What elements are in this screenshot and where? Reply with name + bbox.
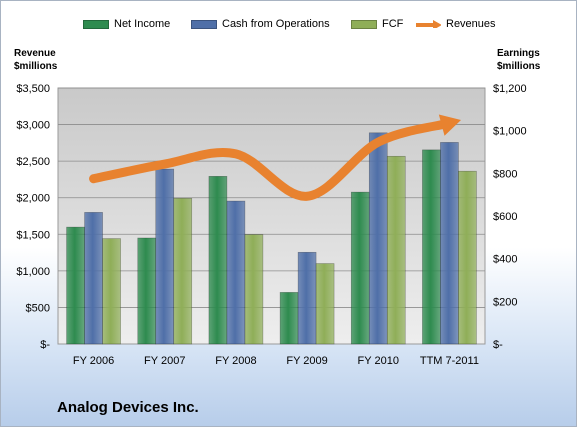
bar-fcf: [173, 197, 193, 345]
legend-net-income-swatch: [83, 19, 109, 29]
right-axis-title-line1: Earnings: [497, 48, 540, 59]
bar-net-income: [350, 191, 370, 345]
bar-fcf: [386, 155, 406, 345]
right-tick-label: $-: [493, 339, 503, 351]
left-axis-title: Revenue $millions: [14, 47, 57, 73]
revenue-line: [89, 118, 454, 201]
legend-fcf: FCF: [351, 18, 403, 30]
legend-cash-ops-swatch: [191, 19, 217, 29]
left-tick-label: $500: [26, 302, 50, 314]
legend: Net Income Cash from Operations FCF Reve…: [1, 18, 576, 32]
category-label: TTM 7-2011: [420, 355, 479, 367]
bar-cash-ops: [368, 132, 388, 345]
left-axis-title-line2: $millions: [14, 61, 58, 72]
bar-net-income: [137, 237, 157, 345]
legend-net-income: Net Income: [83, 18, 170, 30]
left-tick-label: $2,500: [16, 156, 50, 168]
bar-net-income: [66, 226, 85, 345]
bar-fcf: [458, 170, 477, 345]
bar-net-income: [208, 176, 228, 345]
bar-cash-ops: [440, 142, 459, 345]
bar-cash-ops: [226, 200, 246, 345]
bar-cash-ops: [297, 251, 317, 345]
right-axis-title-line2: $millions: [497, 61, 541, 72]
category-label: FY 2009: [286, 355, 327, 367]
bar-cash-ops: [155, 168, 175, 345]
legend-revenues-label: Revenues: [446, 18, 496, 30]
legend-net-income-label: Net Income: [114, 18, 171, 30]
right-tick-label: $1,000: [493, 126, 527, 138]
right-tick-label: $800: [493, 168, 517, 180]
right-tick-label: $200: [493, 296, 517, 308]
left-tick-label: $2,000: [16, 193, 50, 205]
category-label: FY 2006: [73, 355, 114, 367]
legend-revenues: Revenues: [415, 18, 496, 30]
right-tick-label: $600: [493, 211, 517, 223]
bar-net-income: [279, 292, 299, 345]
category-label: FY 2010: [358, 355, 399, 367]
right-axis-title: Earnings $millions: [497, 47, 540, 73]
legend-fcf-label: FCF: [382, 18, 404, 30]
company-name: Analog Devices Inc.: [57, 399, 199, 416]
left-tick-label: $-: [40, 339, 50, 351]
category-label: FY 2008: [215, 355, 256, 367]
category-label: FY 2007: [144, 355, 185, 367]
right-tick-label: $400: [493, 254, 517, 266]
left-tick-label: $1,000: [16, 266, 50, 278]
revenue-arrowhead: [438, 114, 462, 136]
bar-fcf: [102, 238, 121, 345]
right-tick-label: $1,200: [493, 83, 527, 95]
legend-cash-ops-label: Cash from Operations: [222, 18, 330, 30]
bar-cash-ops: [84, 212, 103, 345]
left-tick-label: $1,500: [16, 229, 50, 241]
left-axis-title-line1: Revenue: [14, 48, 56, 59]
legend-fcf-swatch: [351, 19, 377, 29]
legend-cash-ops: Cash from Operations: [191, 18, 330, 30]
bar-net-income: [422, 149, 441, 345]
bar-fcf: [244, 234, 264, 345]
left-tick-label: $3,500: [16, 83, 50, 95]
left-tick-label: $3,000: [16, 120, 50, 132]
bar-fcf: [315, 263, 335, 345]
legend-arrow-icon: [416, 20, 441, 28]
